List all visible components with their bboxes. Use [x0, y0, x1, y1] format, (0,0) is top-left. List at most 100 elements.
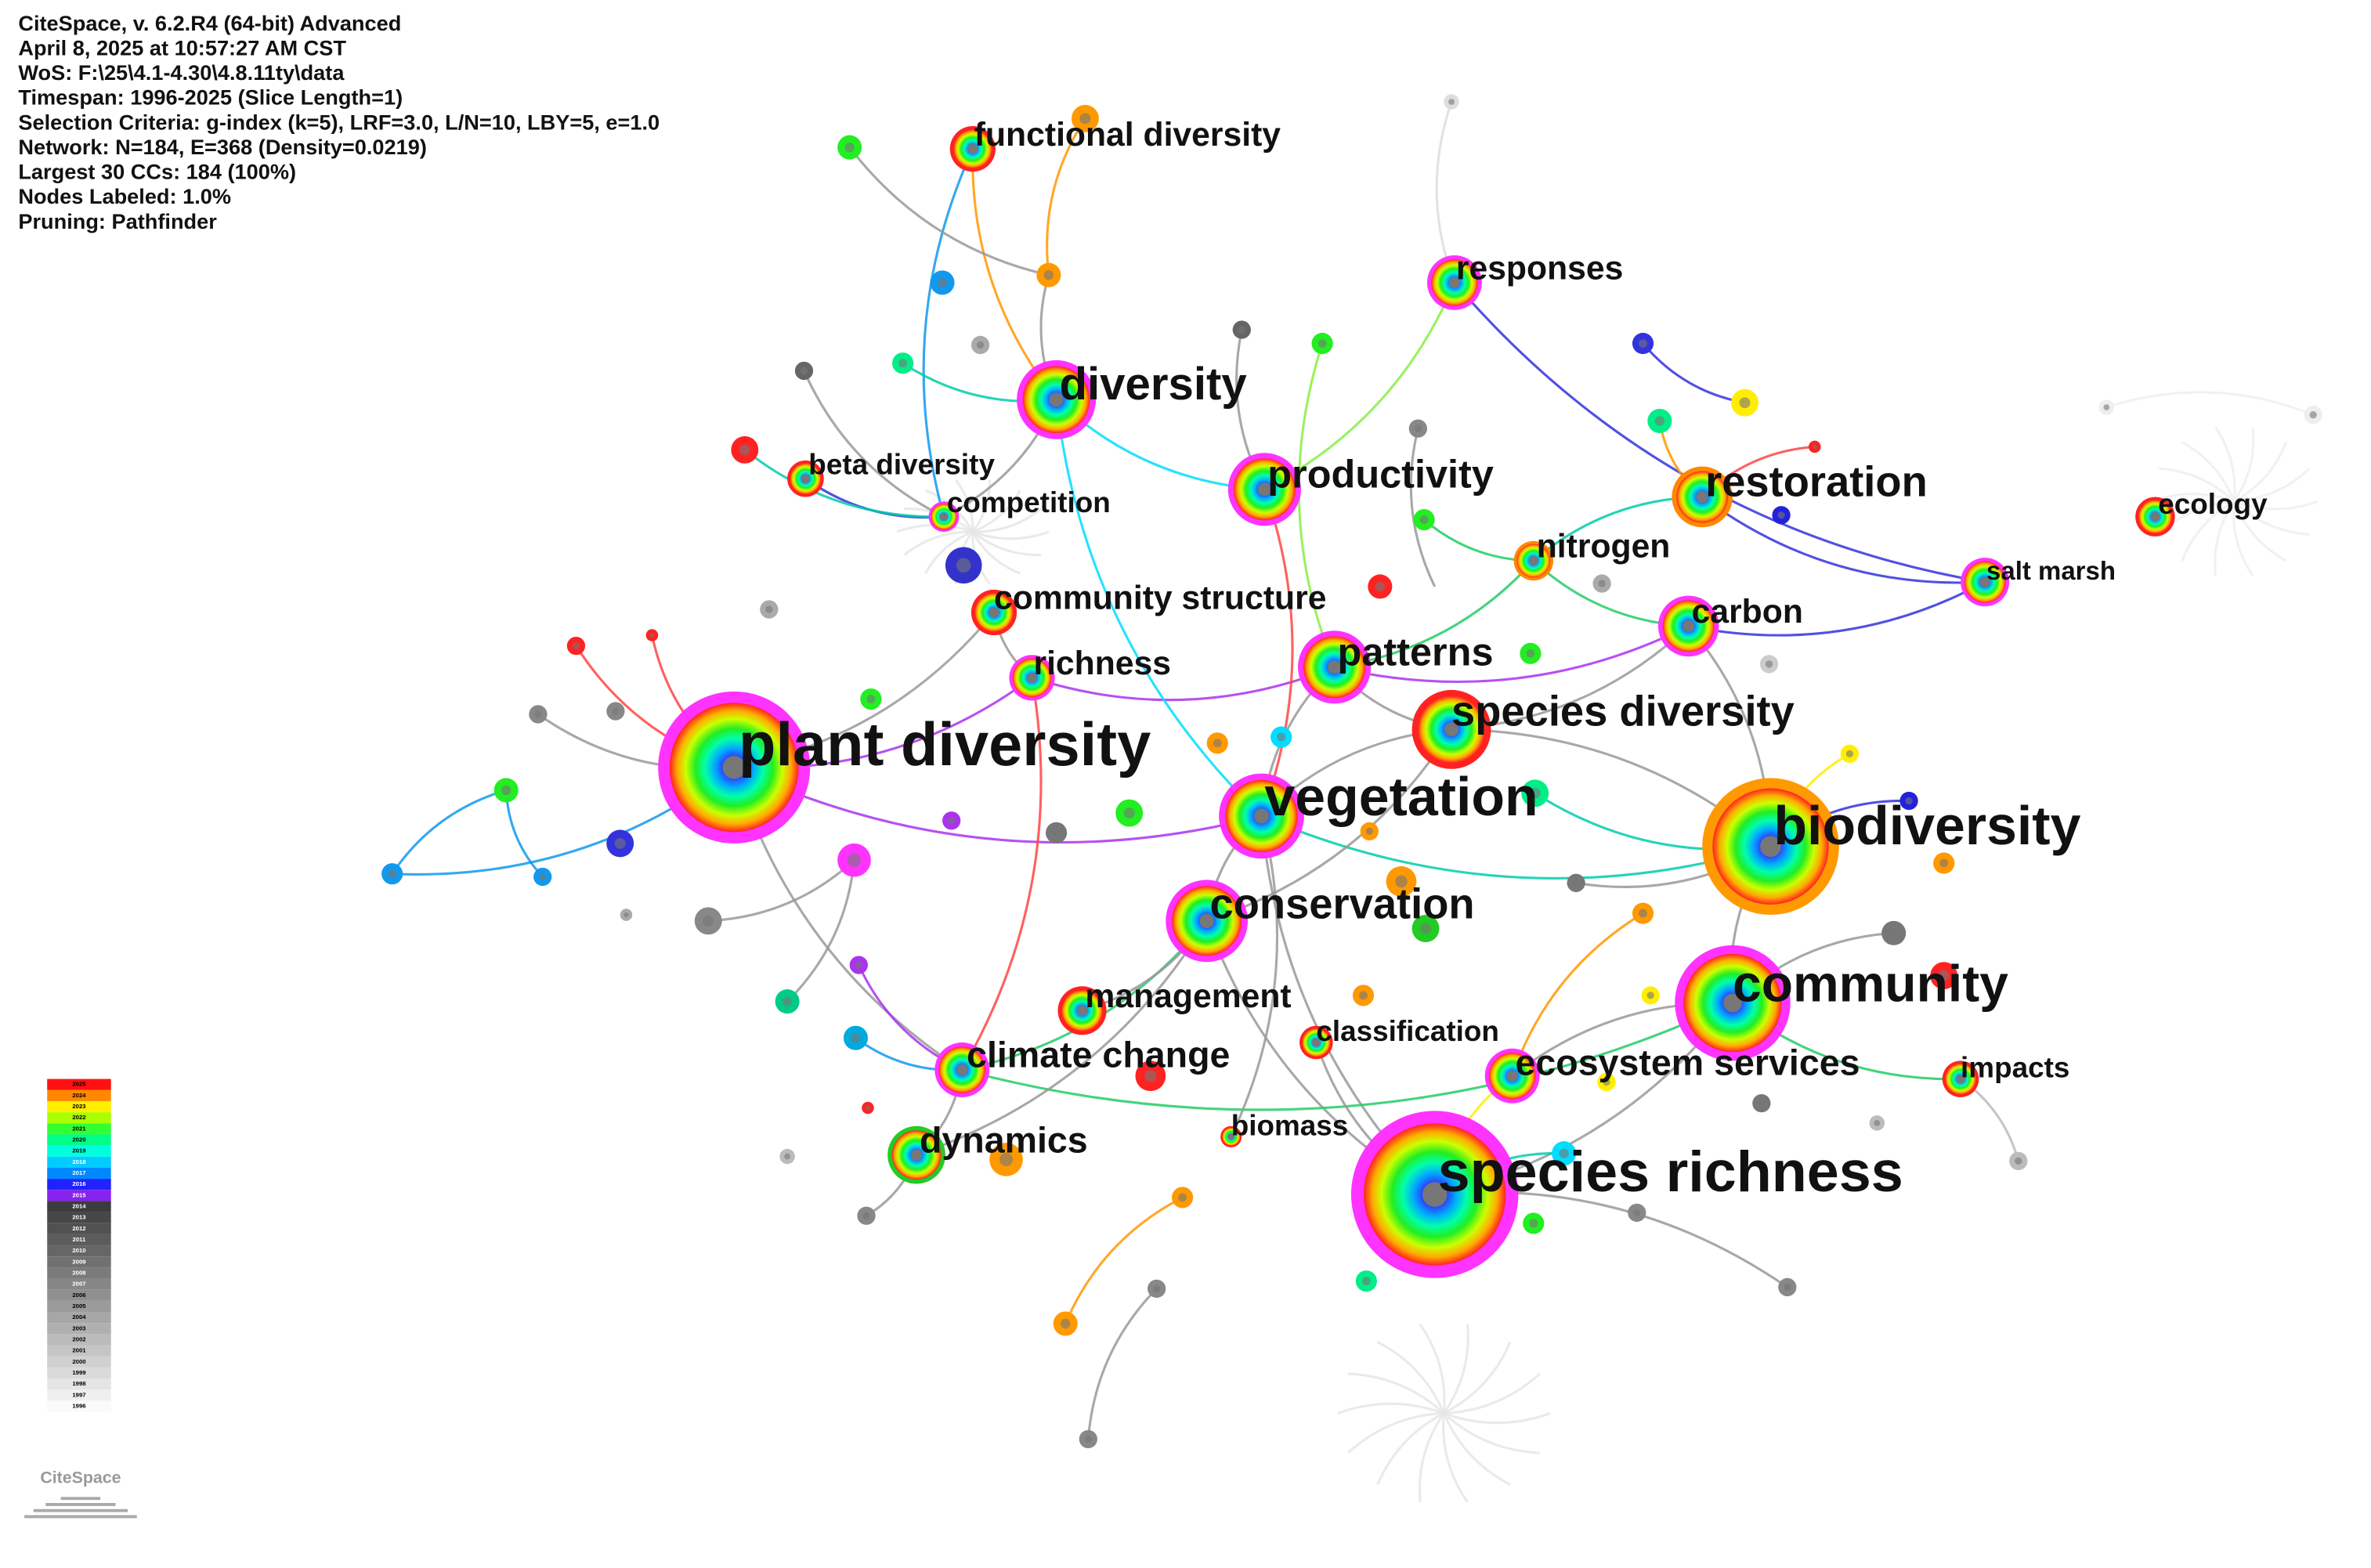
node-center [801, 474, 811, 483]
node-core [855, 961, 862, 969]
node-core [765, 605, 773, 613]
legend-year: 2010 [72, 1247, 85, 1254]
node-center [1696, 490, 1708, 504]
edge [2232, 501, 2254, 576]
node-core [1152, 1284, 1161, 1293]
node-core [1419, 515, 1429, 525]
node-label: beta diversity [808, 448, 995, 480]
node-label: diversity [1059, 359, 1247, 410]
legend-year: 2009 [72, 1258, 86, 1265]
edge [2233, 500, 2319, 511]
node-center [1448, 276, 1461, 288]
node-core [1739, 397, 1751, 409]
legend-year: 2025 [72, 1081, 86, 1088]
legend-year: 2007 [72, 1281, 85, 1288]
node-core [1939, 858, 1949, 868]
node-core [1598, 580, 1606, 587]
legend-year: 2006 [72, 1292, 86, 1299]
node-label: dynamics [920, 1119, 1088, 1160]
node-center [1723, 993, 1742, 1013]
legend-swatch [47, 1179, 111, 1190]
legend-swatch [47, 1167, 111, 1180]
legend-year: 1999 [72, 1369, 86, 1376]
legend-swatch [47, 1134, 111, 1146]
node-label: ecology [2158, 488, 2268, 520]
node-core [1529, 1219, 1538, 1228]
node-core [1084, 1435, 1092, 1443]
node-core [976, 341, 985, 349]
header-line: Pruning: Pathfinder [18, 209, 217, 233]
node-label: restoration [1705, 457, 1928, 505]
node-core [1758, 1099, 1766, 1107]
node-core [1213, 739, 1222, 748]
edge [733, 766, 1262, 844]
legend-year: 1998 [72, 1380, 86, 1387]
legend-year: 2017 [72, 1169, 85, 1176]
edge [1297, 343, 1336, 668]
legend-year: 2011 [73, 1236, 87, 1243]
node-core [862, 1212, 870, 1219]
edge [1443, 1412, 1540, 1454]
node-label: responses [1456, 250, 1623, 287]
edge [961, 1002, 1733, 1111]
node-core [739, 444, 750, 456]
legend-swatch [47, 1156, 111, 1168]
node-core [1938, 970, 1950, 981]
node-core [898, 359, 908, 368]
node-center [1227, 1133, 1235, 1140]
edge [1419, 1324, 1446, 1414]
edge [955, 479, 974, 533]
node-label: impacts [1961, 1052, 2069, 1084]
header-line: Largest 30 CCs: 184 (100%) [18, 160, 296, 184]
edge [924, 530, 974, 574]
node-core [844, 143, 855, 153]
node-label: climate change [967, 1035, 1230, 1075]
node-core [948, 817, 956, 825]
node-center [989, 607, 999, 618]
node-core [612, 707, 620, 715]
legend-swatch [47, 1278, 111, 1290]
legend-swatch [47, 1378, 111, 1390]
node-core [866, 695, 876, 703]
edge [1376, 1412, 1445, 1486]
legend-swatch [47, 1334, 111, 1346]
node-core [800, 367, 808, 375]
node-label: plant diversity [739, 711, 1151, 779]
node-core [1277, 732, 1286, 742]
edge [1260, 815, 1771, 880]
node-core [1812, 444, 1817, 450]
node-labels: functional diversity responses diversity be… [739, 116, 2268, 1204]
node-center [1506, 1070, 1518, 1082]
edge [960, 677, 1043, 1071]
node-label: biodiversity [1773, 795, 2080, 856]
header-line: April 8, 2025 at 10:57:27 AM CST [18, 35, 346, 60]
edge [1376, 1341, 1445, 1414]
edge [708, 859, 855, 923]
edge [972, 490, 1021, 533]
edge [786, 860, 856, 1003]
legend-swatch [47, 1400, 111, 1412]
header-line: Nodes Labeled: 1.0% [18, 184, 231, 208]
edge [2233, 500, 2310, 536]
node-core [1874, 1119, 1881, 1126]
node-core [1361, 1277, 1371, 1286]
edge [2233, 441, 2288, 503]
legend-year: 2019 [72, 1147, 86, 1154]
node-core [1144, 1069, 1157, 1082]
node-core [1559, 1148, 1569, 1158]
node-core [623, 912, 629, 918]
node-core [649, 632, 655, 638]
node-core [1375, 581, 1386, 592]
node-core [703, 915, 714, 927]
node-core [1395, 875, 1408, 888]
node-core [1123, 807, 1135, 819]
legend-year: 2003 [72, 1324, 86, 1331]
node-label: carbon [1692, 593, 1803, 630]
edge [1347, 1372, 1445, 1414]
node-core [1529, 787, 1541, 799]
edge [1206, 728, 1453, 923]
node-core [534, 710, 542, 718]
legend-swatch [47, 1323, 111, 1335]
legend-year: 2024 [72, 1092, 86, 1099]
